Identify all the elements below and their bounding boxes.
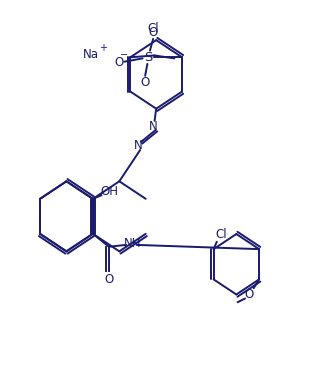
Text: S: S — [144, 51, 153, 64]
Text: Cl: Cl — [147, 22, 159, 35]
Text: Cl: Cl — [216, 228, 227, 241]
Text: N: N — [149, 120, 157, 133]
Text: OH: OH — [100, 185, 118, 198]
Text: O: O — [114, 56, 123, 69]
Text: O: O — [140, 76, 150, 89]
Text: O: O — [244, 288, 253, 301]
Text: Na: Na — [83, 48, 99, 61]
Text: +: + — [99, 43, 107, 53]
Text: NH: NH — [124, 236, 141, 249]
Text: −: − — [119, 50, 128, 60]
Text: O: O — [104, 273, 114, 286]
Text: N: N — [134, 139, 143, 152]
Text: O: O — [148, 26, 158, 39]
